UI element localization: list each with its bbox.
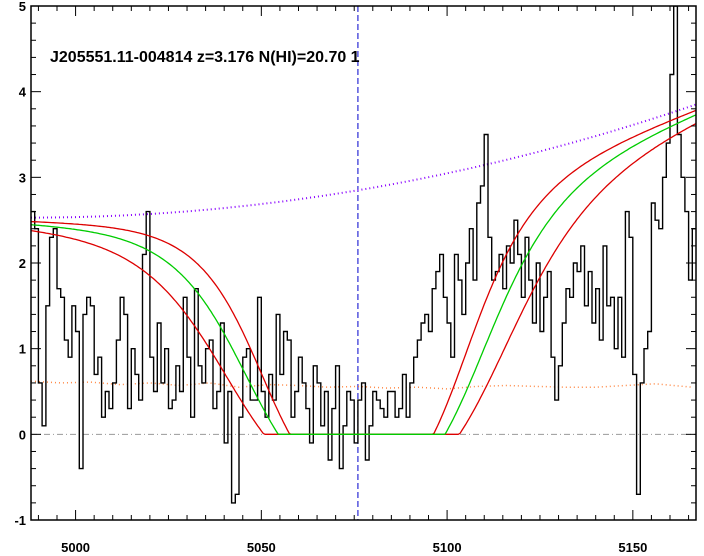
x-tick-label: 5050 — [247, 540, 276, 555]
chart-title: J205551.11-004814 z=3.176 N(HI)=20.70 1 — [50, 49, 360, 66]
flux-histogram — [31, 6, 696, 504]
series-layer — [31, 6, 696, 520]
x-tick-label: 5000 — [61, 540, 90, 555]
model-best-fit — [31, 114, 696, 435]
y-tick-label: 1 — [19, 342, 26, 357]
continuum-line — [31, 103, 696, 219]
y-tick-label: 5 — [19, 0, 26, 14]
y-tick-label: 0 — [19, 427, 26, 442]
x-tick-label: 5100 — [433, 540, 462, 555]
x-tick-label: 5150 — [618, 540, 647, 555]
y-tick-label: 3 — [19, 170, 26, 185]
y-tick-label: 4 — [19, 85, 27, 100]
y-tick-label: -1 — [14, 513, 26, 528]
plot-frame — [30, 5, 697, 521]
y-tick-label: 2 — [19, 256, 26, 271]
axes-layer: 5000 5050 5100 5150 -1 0 1 2 3 4 5 — [14, 0, 697, 555]
